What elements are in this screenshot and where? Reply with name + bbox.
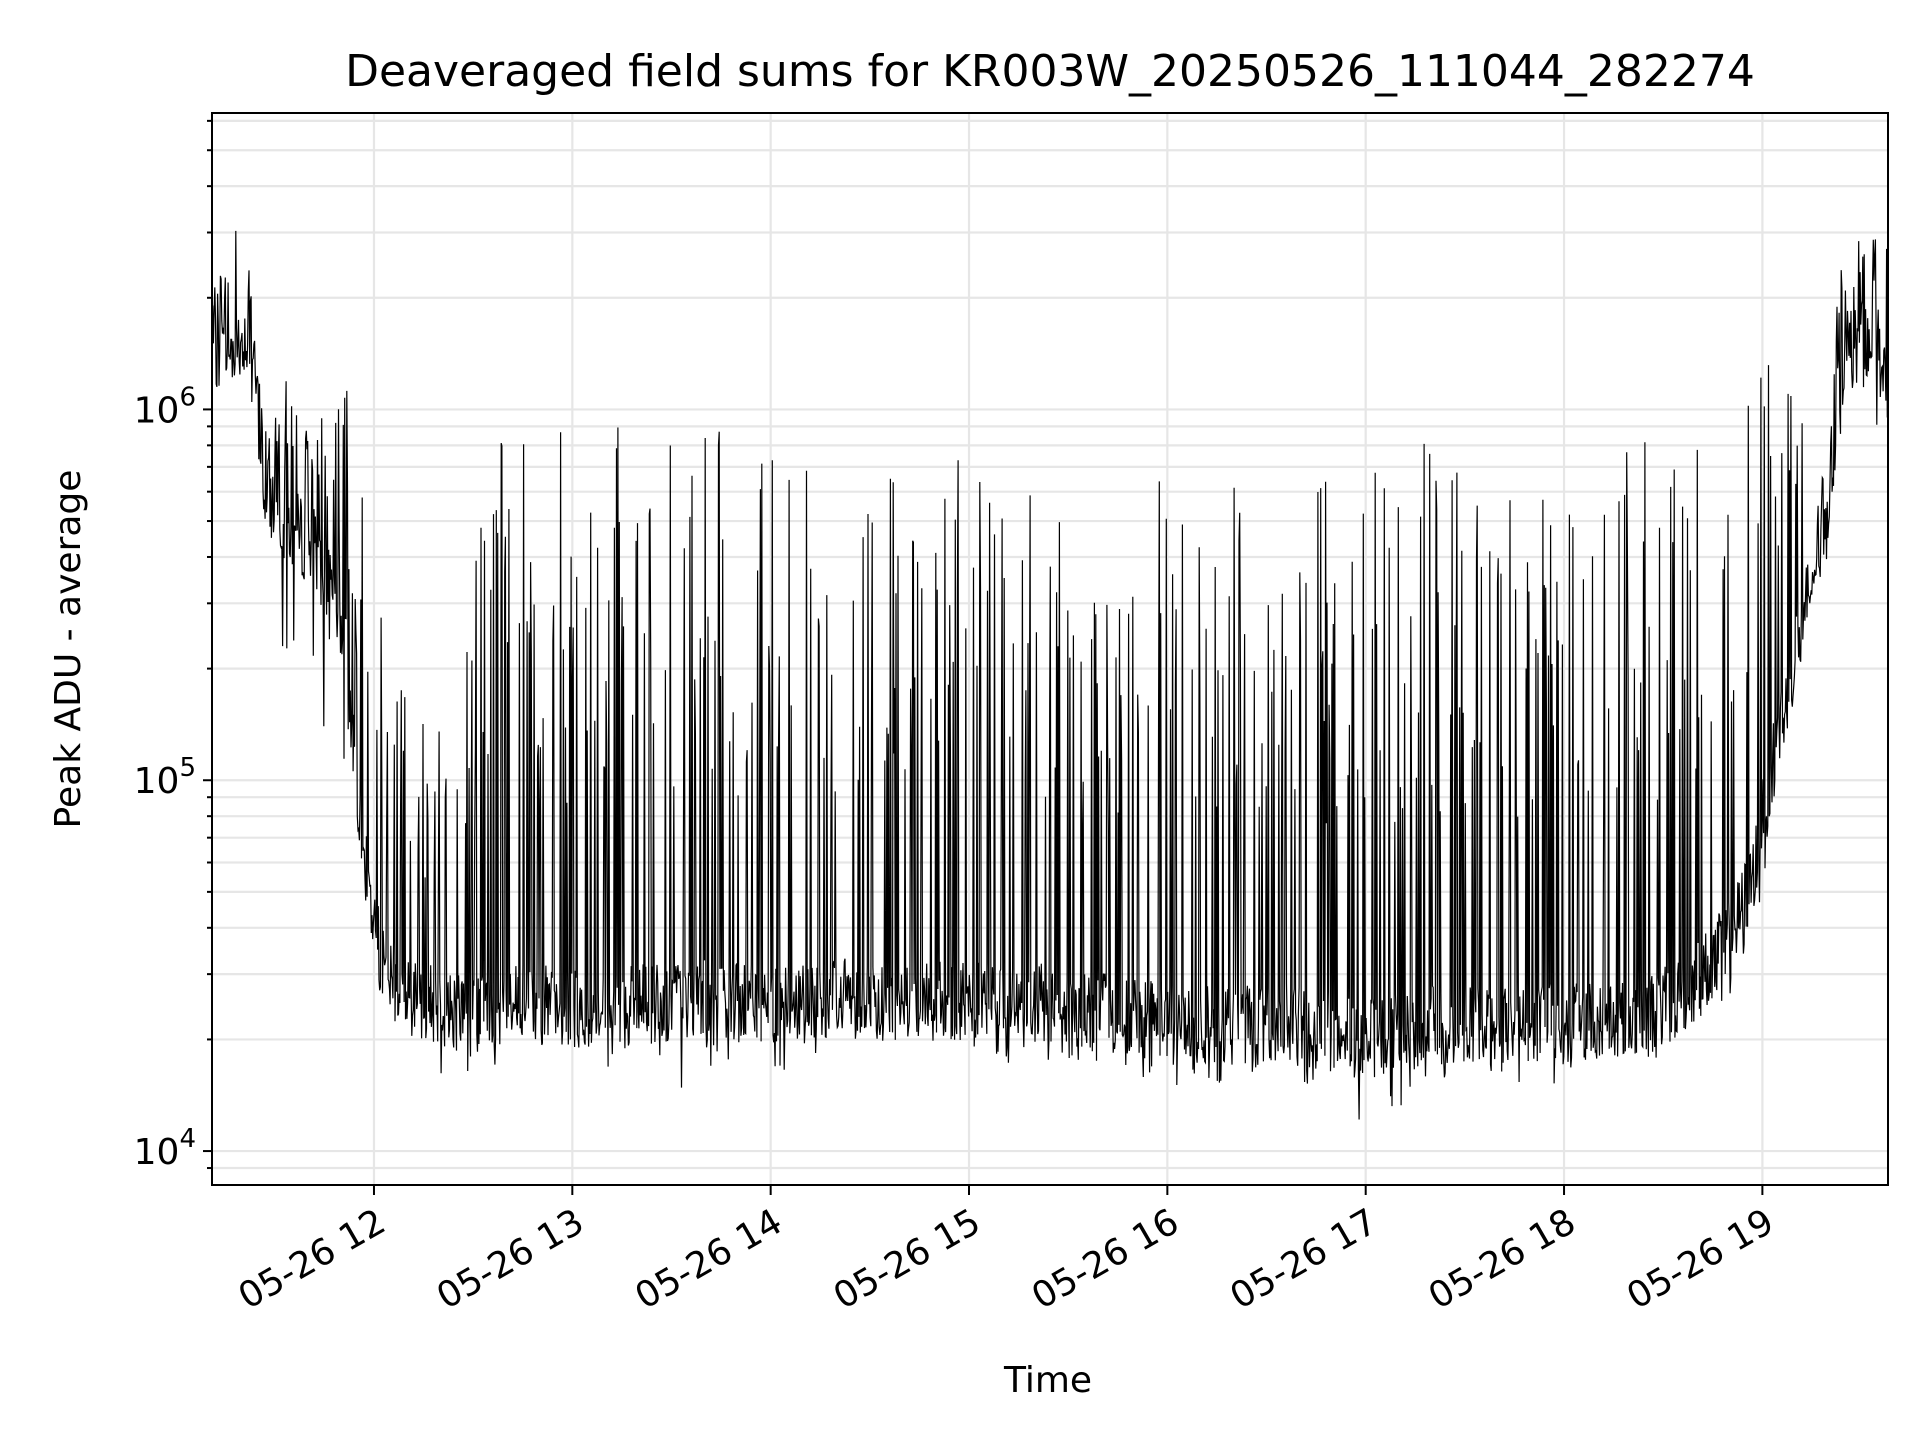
chart-title: Deaveraged field sums for KR003W_2025052… xyxy=(345,46,1755,97)
x-tick-label: 05-26 16 xyxy=(1025,1201,1186,1317)
x-axis: 05-26 12 05-26 13 05-26 14 05-26 15 05-26 16… xyxy=(232,1185,1781,1318)
data-line-series xyxy=(211,230,1889,1120)
x-axis-label: Time xyxy=(1003,1360,1092,1401)
y-tick-label: 104 xyxy=(134,1124,196,1173)
y-axis-label: Peak ADU - average xyxy=(48,470,89,829)
series-line xyxy=(211,230,1889,1120)
y-tick-label: 105 xyxy=(134,753,196,802)
x-tick-label: 05-26 19 xyxy=(1620,1201,1781,1317)
y-axis: 104 105 106 xyxy=(134,119,212,1173)
y-tick-label: 106 xyxy=(134,382,196,431)
x-tick-label: 05-26 14 xyxy=(628,1201,789,1317)
plot-frame xyxy=(211,112,1889,1186)
x-tick-label: 05-26 18 xyxy=(1422,1201,1583,1317)
x-tick-label: 05-26 17 xyxy=(1224,1201,1385,1317)
x-tick-label: 05-26 13 xyxy=(430,1201,591,1317)
x-tick-label: 05-26 15 xyxy=(827,1201,988,1317)
x-tick-label: 05-26 12 xyxy=(232,1201,393,1317)
